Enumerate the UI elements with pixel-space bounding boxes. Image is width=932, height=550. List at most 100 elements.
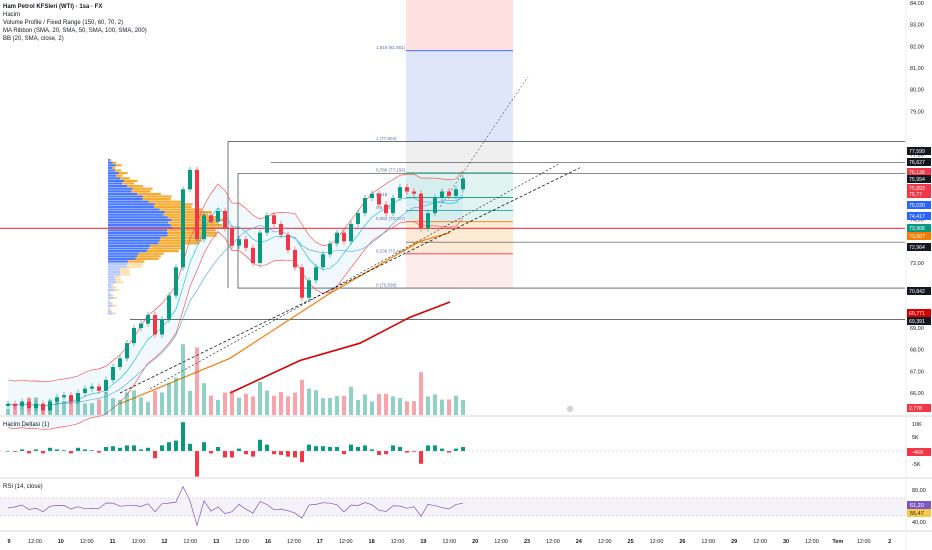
vp-bar-orange bbox=[115, 278, 122, 281]
candle bbox=[384, 204, 388, 214]
volume-bar bbox=[461, 400, 465, 415]
candle bbox=[342, 232, 346, 242]
candle bbox=[440, 191, 444, 198]
y-tick-label: 83,00 bbox=[910, 23, 924, 29]
delta-bar bbox=[433, 445, 437, 451]
delta-bar bbox=[111, 446, 115, 451]
candle bbox=[321, 254, 325, 268]
vp-bar-blue bbox=[108, 224, 171, 227]
volume-bar bbox=[20, 401, 24, 415]
y-tick-label: 81,00 bbox=[910, 66, 924, 72]
volume-bar bbox=[216, 400, 220, 415]
vp-bar-blue bbox=[108, 200, 149, 203]
delta-bar bbox=[13, 451, 17, 452]
volume-bar bbox=[195, 347, 199, 415]
vp-bar-orange bbox=[143, 195, 172, 198]
candle bbox=[83, 388, 87, 393]
volume-bar bbox=[69, 395, 73, 415]
vp-bar-blue bbox=[108, 260, 129, 263]
legend-bollinger[interactable]: BB (20, SMA, close, 2) bbox=[3, 36, 64, 42]
vp-bar-orange bbox=[112, 161, 117, 164]
delta-bar bbox=[244, 451, 248, 455]
delta-bar bbox=[83, 449, 87, 451]
volume-bar bbox=[244, 393, 248, 415]
volume-bar bbox=[321, 398, 325, 415]
bb-lower bbox=[7, 218, 464, 430]
x-tick-label: 18 bbox=[369, 539, 375, 545]
vp-bar-blue bbox=[108, 159, 110, 162]
candle bbox=[132, 328, 136, 344]
vp-bar-orange bbox=[115, 169, 122, 172]
vp-bar-blue bbox=[108, 252, 139, 255]
candle bbox=[356, 213, 360, 224]
volume-bar bbox=[342, 395, 346, 415]
volume-bar bbox=[433, 394, 437, 415]
x-tick-label: 25 bbox=[628, 539, 634, 545]
candle bbox=[41, 403, 45, 411]
y-tick-label: 80,00 bbox=[910, 88, 924, 94]
delta-bar bbox=[391, 445, 395, 451]
volume-bar bbox=[83, 403, 87, 415]
volume-bar bbox=[335, 396, 339, 415]
candle bbox=[293, 250, 297, 268]
volume-bar bbox=[377, 394, 381, 415]
delta-bar bbox=[69, 451, 73, 454]
vp-bar-blue bbox=[108, 182, 123, 185]
event-flag-icon bbox=[566, 405, 574, 413]
delta-bar bbox=[265, 444, 269, 451]
candle bbox=[20, 401, 24, 406]
vp-bar-orange bbox=[118, 172, 128, 175]
vp-bar-orange bbox=[153, 205, 192, 208]
volume-bar bbox=[188, 390, 192, 415]
x-tick-label: 11 bbox=[110, 539, 116, 545]
x-tick-label: 12:00 bbox=[287, 539, 301, 545]
x-tick-label: 26 bbox=[679, 539, 685, 545]
legend-volume[interactable]: Hacim bbox=[3, 12, 21, 18]
x-tick-label: 30 bbox=[783, 539, 789, 545]
delta-bar bbox=[349, 444, 353, 451]
candle bbox=[6, 403, 10, 406]
price-badge bbox=[907, 232, 931, 240]
legend-ma-ribbon[interactable]: MA Ribbon (SMA, 20, SMA, 50, SMA, 100, S… bbox=[3, 28, 147, 34]
price-badge bbox=[907, 184, 931, 192]
candle bbox=[279, 224, 283, 235]
delta-bar bbox=[97, 451, 101, 453]
vp-bar-blue bbox=[108, 247, 149, 250]
vp-bar-blue bbox=[108, 185, 128, 188]
price-badge-label: 72,964 bbox=[909, 245, 925, 251]
delta-bar bbox=[146, 447, 150, 451]
vp-bar-blue bbox=[108, 268, 120, 271]
volume-bar bbox=[272, 395, 276, 415]
volume-bar bbox=[223, 392, 227, 415]
vp-bar-orange bbox=[158, 242, 200, 245]
price-badge-label: 73,50? bbox=[909, 234, 925, 240]
candle bbox=[174, 267, 178, 296]
vp-bar-blue bbox=[108, 239, 160, 242]
legend-volume-profile[interactable]: Volume Profile / Fixed Range (150, 60, 7… bbox=[3, 20, 124, 26]
delta-bar bbox=[125, 445, 129, 451]
rsi-badge-label: 61,20 bbox=[910, 503, 924, 509]
candle bbox=[181, 189, 185, 268]
candle bbox=[419, 193, 423, 229]
candle bbox=[391, 198, 395, 214]
vp-bar-orange bbox=[109, 299, 110, 302]
vp-bar-orange bbox=[112, 304, 117, 307]
symbol-title[interactable]: Ham Petrol KFSleri (WTI) · 1sa · FX bbox=[3, 4, 103, 10]
volume-bar bbox=[13, 405, 17, 415]
delta-bar bbox=[230, 451, 234, 458]
delta-bar bbox=[55, 449, 59, 451]
candle bbox=[426, 213, 430, 229]
rsi-pane-title[interactable]: RSI (14, close) bbox=[3, 484, 43, 490]
volume-bar bbox=[419, 372, 423, 415]
delta-pane-title[interactable]: Hacim Deltası (1) bbox=[3, 422, 50, 428]
candle bbox=[76, 393, 80, 402]
vp-bar-blue bbox=[108, 234, 168, 237]
vp-bar-blue bbox=[108, 304, 113, 307]
volume-bar bbox=[209, 395, 213, 415]
volume-bar bbox=[356, 400, 360, 415]
x-tick-label: 2 bbox=[888, 539, 891, 545]
vp-bar-orange bbox=[131, 190, 151, 193]
vp-bar-blue bbox=[108, 250, 147, 253]
volume-bar bbox=[314, 390, 318, 415]
vp-bar-blue bbox=[108, 309, 111, 312]
